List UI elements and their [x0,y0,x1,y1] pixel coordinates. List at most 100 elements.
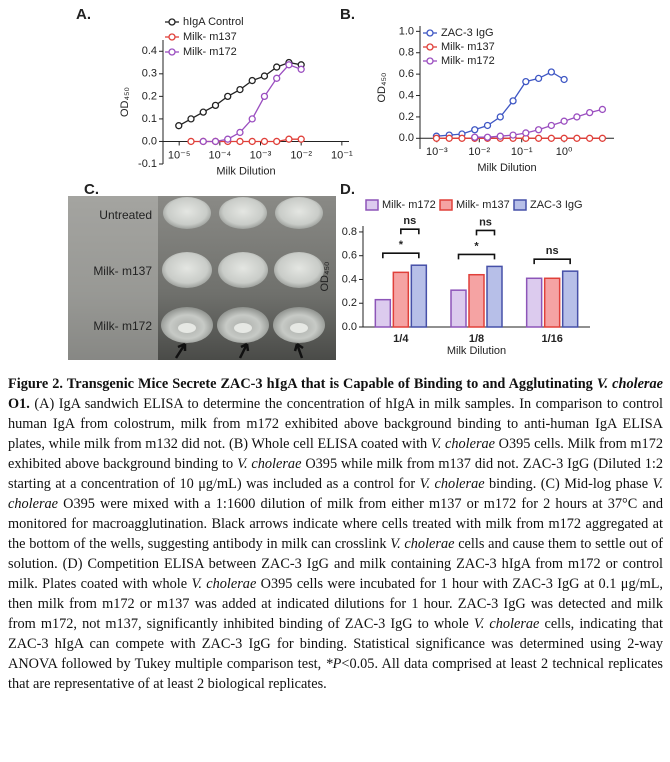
x-tick-label: 10⁻² [290,149,312,161]
y-tick-label: 0.4 [399,89,414,101]
data-point [483,133,492,141]
y-tick-label: 0.2 [399,111,414,123]
legend-marker [168,48,176,56]
photo-label-area [68,196,158,360]
data-point [187,137,195,146]
caption-text: O1. [8,396,30,412]
legend-label: Milk- m172 [382,199,436,211]
bar [374,298,392,328]
significance-bracket [475,229,496,236]
caption-text: <0.05. All data comprised at least 2 tec… [8,656,663,692]
y-tick-label: 0.3 [142,68,157,80]
caption-text: V. cholerae [237,456,302,472]
data-point [598,134,607,142]
significance-label: ns [479,216,492,228]
bar [450,289,467,328]
data-point [586,134,594,142]
caption-text: V. cholerae [596,376,663,392]
data-point [297,65,305,73]
bar [468,273,485,328]
data-point [260,72,269,80]
well [163,197,211,229]
data-point [273,137,281,146]
data-point [496,113,504,121]
data-point [509,131,517,139]
data-point [260,137,269,146]
legend-label: Milk- m172 [441,55,495,67]
y-tick-label: 1.0 [399,25,414,37]
data-point [471,126,479,134]
well [162,252,212,288]
data-point [534,74,543,83]
y-tick-label: 0.4 [142,45,157,57]
panel-label: A. [76,6,91,23]
x-axis-label: Milk Dilution [477,162,536,174]
figure: C. Untreated Milk- m137 Milk- m172 -0.1 0… [68,6,614,360]
x-tick-label: 10⁻⁵ [168,149,191,161]
data-point [534,134,543,142]
row-label: Milk- m137 [93,264,152,278]
data-point [236,137,244,146]
data-point [285,135,293,143]
y-tick-label: 0.6 [342,250,357,262]
x-tick-label: 10⁻³ [426,146,448,158]
arrow [293,342,304,359]
data-point [260,92,269,101]
caption-text: V. cholerae [419,476,485,492]
data-point [175,122,183,130]
data-point [471,133,479,141]
bar [486,265,503,328]
caption-text: O395 were mixed with a 1:1600 dilution o… [8,496,663,552]
well [219,197,267,229]
significance-bracket [457,253,496,260]
legend-marker [426,29,434,37]
arrow [174,342,187,359]
legend-label: ZAC-3 IgG [530,199,583,211]
legend-label: hIgA Control [183,16,244,28]
significance-bracket [400,228,420,235]
data-point [248,115,256,123]
data-point [211,101,220,110]
y-tick-label: 0.8 [342,226,357,238]
data-point [522,77,530,86]
significance-label: ns [403,215,416,227]
panel-label: B. [340,6,355,23]
data-point [483,121,492,130]
legend-label: Milk- m172 [183,46,237,58]
legend-swatch [439,199,453,211]
data-point [547,134,556,142]
significance-label: * [474,240,479,252]
x-tick-label: 10⁻¹ [511,146,533,158]
y-tick-label: 0.6 [399,68,414,80]
data-point [522,129,530,137]
legend-marker [426,57,434,65]
x-tick-label: 1/16 [541,333,562,345]
data-point [248,137,256,146]
y-tick-label: 0.2 [142,90,157,102]
data-point [598,105,607,114]
bar [561,270,579,328]
y-tick-label: 0.0 [342,321,357,333]
legend-label: ZAC-3 IgG [441,27,494,39]
x-tick-label: 10⁻² [468,146,490,158]
legend-swatch [365,199,379,211]
data-point [273,63,281,71]
data-point [285,61,293,69]
aggregate [234,323,252,333]
row-label: Untreated [99,208,152,222]
x-tick-label: 10⁻³ [250,149,272,161]
panel-label: C. [84,181,99,198]
panel-label: D. [340,181,355,198]
y-tick-label: 0.0 [399,132,414,144]
y-axis-label: OD₄₅₀ [319,262,331,292]
legend-marker [168,18,176,26]
arrow [238,342,250,359]
y-tick-label: 0.2 [342,297,357,309]
legend-label: Milk- m137 [456,199,510,211]
caption-text: V. cholerae [390,536,455,552]
data-point [236,85,244,94]
data-point [187,115,195,123]
caption-text: V. cholerae [191,576,257,592]
x-tick-label: 10⁰ [556,146,573,158]
